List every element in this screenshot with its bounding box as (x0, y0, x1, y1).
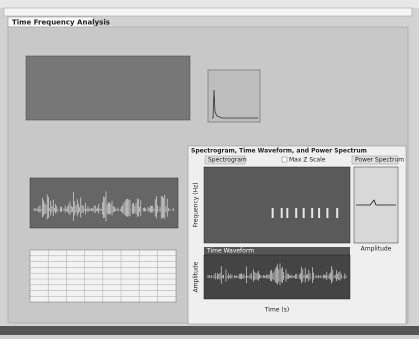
feature (286, 208, 288, 218)
feature (318, 208, 320, 218)
panel-title: Spectrogram, Time Waveform, and Power Sp… (191, 148, 367, 155)
feature (326, 208, 328, 218)
feature (336, 208, 338, 218)
screen: Time Frequency Analysis Spectrogram, Tim… (0, 0, 419, 335)
axis-label: Frequency (Hz) (193, 182, 200, 227)
feature (311, 208, 313, 218)
feature (272, 208, 274, 218)
axis-label: Amplitude (193, 261, 200, 292)
feature (303, 208, 305, 218)
window-title: Time Frequency Analysis (12, 19, 110, 27)
taskbar (0, 326, 419, 335)
plot-overview (26, 56, 190, 120)
axis-label: Amplitude (361, 246, 392, 253)
feature (295, 208, 297, 218)
spectrogram-plot (204, 167, 350, 243)
menu-bar (0, 0, 419, 8)
plot-waveform-overview (30, 178, 178, 228)
checkbox[interactable] (282, 157, 287, 162)
control-label: Power Spectrum (355, 157, 404, 164)
axis-label: Time (s) (264, 307, 289, 314)
plot-title: Time Waveform (206, 248, 254, 255)
feature (281, 208, 283, 218)
page: Time Frequency Analysis Spectrogram, Tim… (0, 0, 419, 335)
control-label: Spectrogram (208, 157, 247, 164)
control-label: Max Z Scale (289, 157, 326, 164)
toolbar (4, 8, 412, 16)
